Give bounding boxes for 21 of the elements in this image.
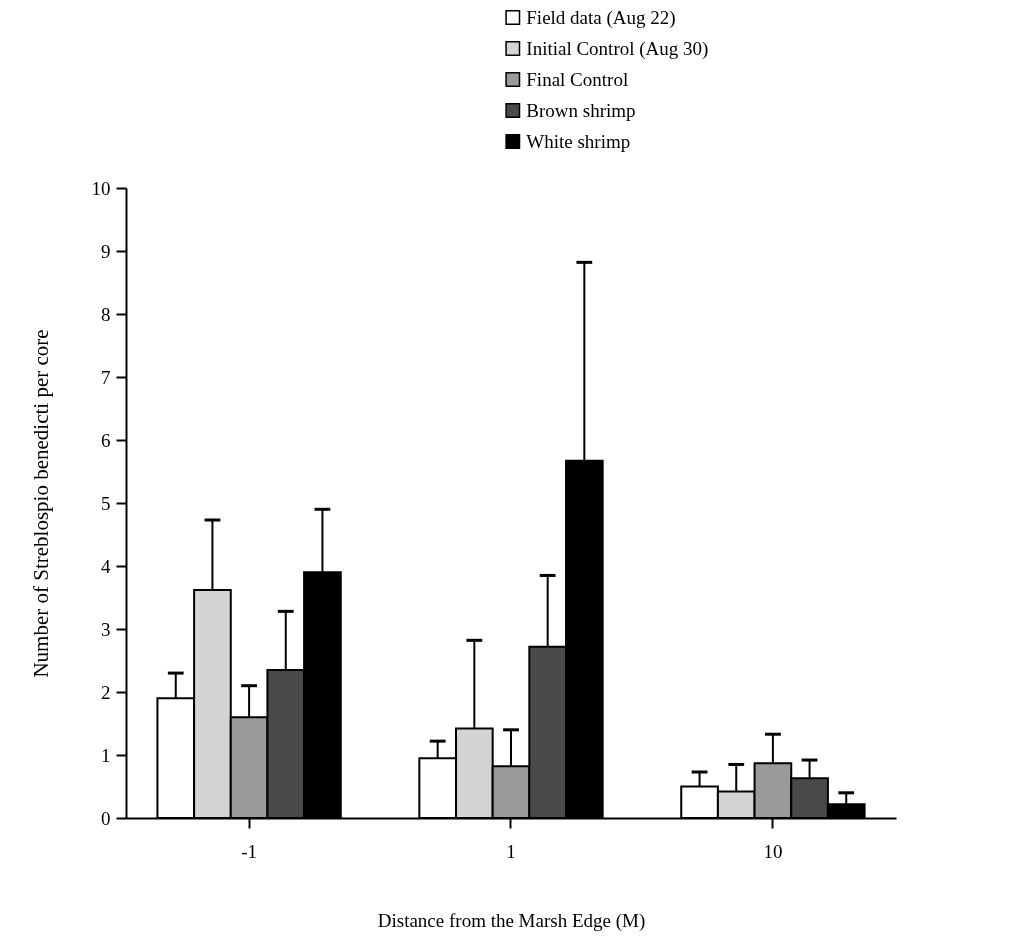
legend-label: Initial Control (Aug 30) — [526, 37, 709, 60]
y-tick-label: 9 — [101, 240, 111, 262]
legend-label: Brown shrimp — [526, 99, 636, 121]
x-tick-label: -1 — [241, 840, 258, 862]
legend-label: Final Control — [526, 68, 629, 90]
y-tick-label: 10 — [91, 177, 111, 199]
legend-label: White shrimp — [526, 130, 631, 152]
y-tick-label: 2 — [101, 681, 111, 703]
legend-label: Field data (Aug 22) — [526, 6, 676, 29]
y-axis-title: Number of Streblospio benedicti per core — [28, 329, 53, 678]
x-tick-label: 10 — [763, 840, 783, 862]
y-tick-label: 3 — [101, 618, 111, 640]
y-tick-label: 8 — [101, 303, 111, 325]
x-axis-title: Distance from the Marsh Edge (M) — [377, 909, 646, 932]
y-tick-label: 7 — [101, 366, 111, 388]
y-tick-label: 4 — [101, 555, 111, 577]
y-tick-label: 6 — [101, 429, 111, 451]
x-tick-label: 1 — [506, 840, 516, 862]
y-tick-label: 1 — [101, 744, 111, 766]
y-tick-label: 0 — [101, 807, 111, 829]
y-tick-label: 5 — [101, 492, 111, 514]
